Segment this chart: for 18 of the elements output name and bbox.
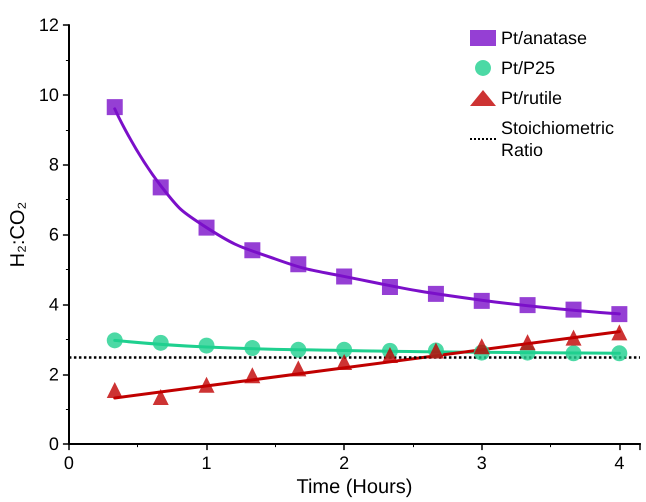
x-tick-label: 4 — [614, 453, 624, 474]
x-tick-label: 3 — [476, 453, 487, 474]
y-tick-label: 6 — [48, 224, 59, 245]
legend-label: Pt/rutile — [501, 88, 562, 108]
x-tick-label: 1 — [202, 453, 212, 474]
legend-label: Pt/P25 — [501, 58, 556, 78]
x-tick-label: 2 — [339, 453, 350, 474]
y-tick-label: 10 — [38, 84, 59, 105]
y-tick-label: 8 — [48, 154, 59, 175]
y-tick-label: 12 — [38, 15, 59, 35]
legend-label: Pt/anatase — [501, 28, 588, 48]
legend-label: Stoichiometric Ratio — [501, 118, 620, 160]
y-axis-title: H₂:CO₂ — [7, 202, 29, 268]
y-tick-label: 4 — [48, 294, 59, 314]
y-tick-label: 0 — [48, 434, 59, 454]
x-axis-title: Time (Hours) — [296, 476, 412, 498]
y-tick-label: 2 — [48, 364, 59, 384]
x-tick-label: 0 — [64, 453, 74, 474]
